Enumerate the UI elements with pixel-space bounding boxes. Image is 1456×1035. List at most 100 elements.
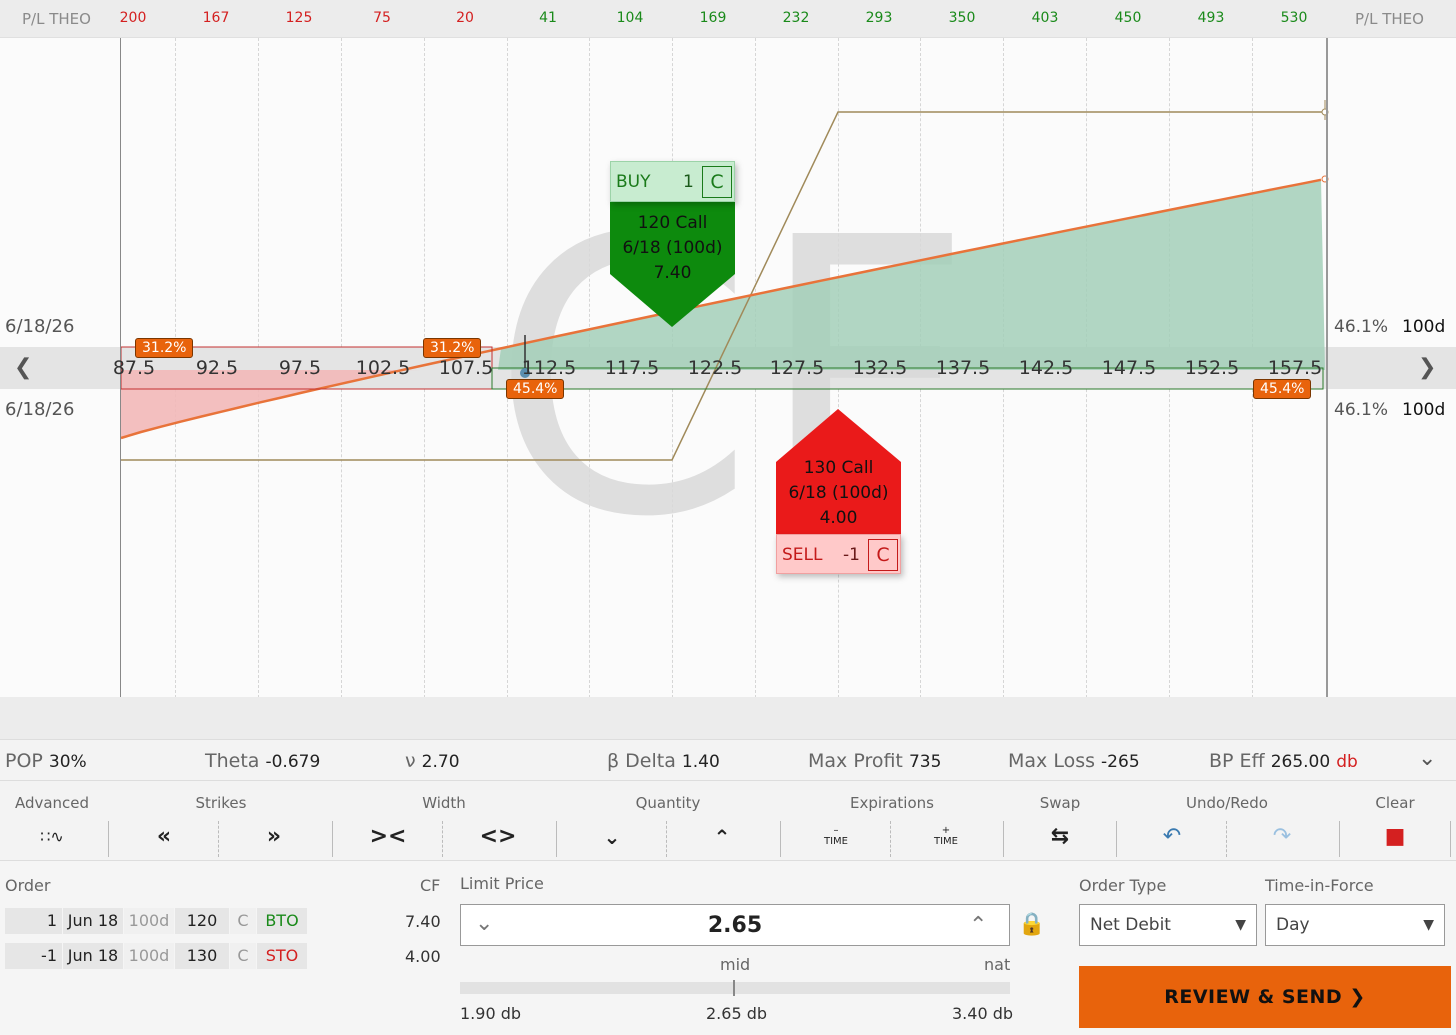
loss-area <box>121 370 498 438</box>
order-type-label: Order Type <box>1079 876 1167 895</box>
strike-label[interactable]: 87.5 <box>112 357 156 379</box>
advanced-icon[interactable]: ∷∿ <box>40 827 64 846</box>
sell-leg-strike: 130 Call <box>803 458 874 478</box>
order-title: Order <box>5 876 51 895</box>
leg-qty: -1 <box>5 943 62 969</box>
range-low: 1.90 db <box>460 1004 522 1023</box>
sell-leg-card[interactable]: 130 Call 6/18 (100d) 4.00 SELL -1 C <box>776 409 901 574</box>
time-plus-button[interactable]: + TIME <box>933 825 959 847</box>
strike-label[interactable]: 142.5 <box>1018 357 1074 379</box>
price-slider[interactable] <box>460 980 1010 996</box>
leg-type: C <box>230 943 256 969</box>
expiry-date-label-top: 6/18/26 <box>5 316 75 337</box>
leg-dte: 100d <box>124 908 174 934</box>
buy-leg-strike: 120 Call <box>637 213 708 233</box>
leg-dte: 100d <box>124 943 174 969</box>
prob-badge: 31.2% <box>423 338 482 358</box>
leg-cf: 4.00 <box>405 947 441 966</box>
pl-tick-label: 167 <box>202 10 230 26</box>
expiry-payoff-line <box>121 111 1325 461</box>
sell-qty: -1 <box>843 545 860 565</box>
price-marker-dot <box>520 368 530 378</box>
pl-theo-bar <box>0 0 1456 38</box>
tif-select[interactable]: Day ▼ <box>1265 904 1445 946</box>
pl-tick-label: 493 <box>1197 10 1225 26</box>
limit-price-value[interactable]: 2.65 <box>707 913 763 938</box>
width-narrow-button[interactable]: >< <box>369 824 407 849</box>
tif-label: Time-in-Force <box>1265 876 1374 895</box>
chevron-right-icon[interactable]: ❯ <box>1418 355 1437 380</box>
buy-leg-card[interactable]: BUY 1 C 120 Call 6/18 (100d) 7.40 <box>610 161 735 327</box>
strike-label[interactable]: 137.5 <box>935 357 991 379</box>
quantity-down-button[interactable]: ⌄ <box>603 825 621 849</box>
range-mid: 2.65 db <box>706 1004 768 1023</box>
buy-leg-price: 7.40 <box>653 263 692 283</box>
leg-action: BTO <box>257 908 307 934</box>
redo-icon[interactable]: ↷ <box>1272 824 1292 849</box>
lock-icon[interactable]: 🔒 <box>1018 912 1046 937</box>
stats-bar: POP 30% Theta -0.679 ν 2.70 β Delta 1.40… <box>0 739 1456 781</box>
days-label-bottom: 100d <box>1402 400 1446 420</box>
days-label-top: 100d <box>1402 317 1446 337</box>
limit-price-label: Limit Price <box>460 874 544 893</box>
time-minus-button[interactable]: – TIME <box>823 825 849 847</box>
expiry-date-label-bottom: 6/18/26 <box>5 399 75 420</box>
strike-label[interactable]: 107.5 <box>438 357 494 379</box>
pl-tick-label: 41 <box>539 10 557 26</box>
range-high: 3.40 db <box>952 1004 1014 1023</box>
undo-icon[interactable]: ↶ <box>1162 824 1182 849</box>
eraser-icon[interactable]: ■ <box>1384 824 1406 849</box>
strike-label[interactable]: 97.5 <box>278 357 322 379</box>
quantity-up-button[interactable]: ⌃ <box>713 825 731 849</box>
toolbar-label-width: Width <box>422 794 466 812</box>
order-type-value: Net Debit <box>1090 915 1171 935</box>
width-wide-button[interactable]: <> <box>479 824 517 849</box>
strikes-up-button[interactable]: » <box>266 824 282 849</box>
sell-leg-expiry: 6/18 (100d) <box>788 483 889 503</box>
strike-label[interactable]: 102.5 <box>355 357 411 379</box>
review-send-button[interactable]: REVIEW & SEND ❯ <box>1079 966 1451 1028</box>
tif-value: Day <box>1276 915 1310 935</box>
theo-pl-curve <box>120 178 1322 440</box>
sell-leg-price: 4.00 <box>819 508 858 528</box>
buy-type-toggle[interactable]: C <box>702 166 732 198</box>
buy-leg-arrow <box>610 202 735 327</box>
strike-label[interactable]: 127.5 <box>769 357 825 379</box>
chevron-left-icon[interactable]: ❮ <box>14 355 33 380</box>
order-type-select[interactable]: Net Debit ▼ <box>1079 904 1257 946</box>
swap-icon[interactable]: ⇆ <box>1050 824 1070 849</box>
buy-leg-expiry: 6/18 (100d) <box>622 238 723 258</box>
sell-leg-arrow <box>776 409 901 534</box>
strike-label[interactable]: 147.5 <box>1101 357 1157 379</box>
pl-tick-label: 169 <box>699 10 727 26</box>
chevron-down-icon[interactable]: ⌄ <box>1418 746 1437 771</box>
review-send-label: REVIEW & SEND <box>1164 986 1343 1008</box>
stat-theta: Theta -0.679 <box>205 750 321 772</box>
strike-label[interactable]: 122.5 <box>687 357 743 379</box>
strike-label[interactable]: 157.5 <box>1267 357 1323 379</box>
strike-label[interactable]: 92.5 <box>195 357 239 379</box>
strikes-down-button[interactable]: « <box>156 824 172 849</box>
pl-tick-label: 232 <box>782 10 810 26</box>
strike-label[interactable]: 112.5 <box>521 357 577 379</box>
strike-label[interactable]: 117.5 <box>604 357 660 379</box>
leg-type: C <box>230 908 256 934</box>
chart-bottom-band <box>0 697 1456 739</box>
toolbar-label-expirations: Expirations <box>850 794 934 812</box>
pl-tick-label: 125 <box>285 10 313 26</box>
dropdown-arrow-icon: ▼ <box>1423 917 1434 933</box>
dropdown-arrow-icon: ▼ <box>1235 917 1246 933</box>
price-up-chevron-icon[interactable]: ⌃ <box>969 913 988 938</box>
leg-strike: 120 <box>175 908 229 934</box>
limit-price-input[interactable]: ⌄ 2.65 ⌃ <box>460 904 1010 946</box>
pl-theo-label-left: P/L THEO <box>22 10 91 28</box>
price-down-chevron-icon[interactable]: ⌄ <box>475 911 494 936</box>
iv-label-bottom: 46.1% <box>1334 400 1389 420</box>
strike-label[interactable]: 132.5 <box>852 357 908 379</box>
price-slider-handle[interactable] <box>733 980 735 996</box>
stat-bp-eff: BP Eff 265.00 db <box>1209 750 1358 772</box>
pl-tick-label: 104 <box>616 10 644 26</box>
strike-label[interactable]: 152.5 <box>1184 357 1240 379</box>
iv-label-top: 46.1% <box>1334 317 1389 337</box>
sell-type-toggle[interactable]: C <box>868 539 898 571</box>
